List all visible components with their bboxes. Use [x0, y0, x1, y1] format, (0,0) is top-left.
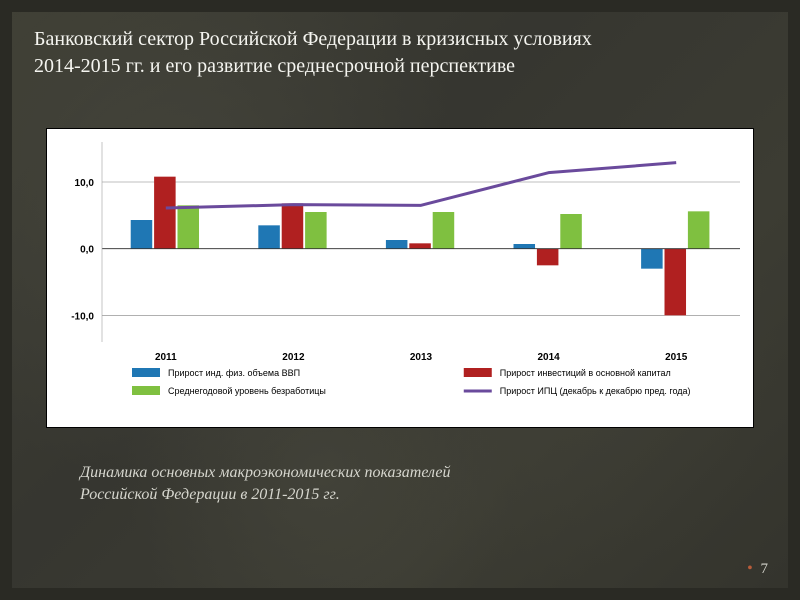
legend-swatch-unemp: [132, 386, 160, 395]
legend-swatch-gdp: [132, 368, 160, 377]
legend-label-gdp: Прирост инд. физ. объема ВВП: [168, 368, 300, 378]
bar-inv-2014: [537, 249, 559, 266]
bar-unemp-2014: [560, 214, 582, 249]
line-cpi: [166, 163, 676, 208]
legend-swatch-inv: [464, 368, 492, 377]
chart-svg: -10,0 0,0 10,0 2011 2012 2013 2014 2015 Прирост …: [46, 128, 754, 428]
bar-gdp-2013: [386, 240, 408, 249]
svg-text:10,0: 10,0: [75, 178, 95, 189]
svg-text:0,0: 0,0: [80, 245, 94, 256]
x-label-2015: 2015: [665, 352, 688, 363]
chart-panel: -10,0 0,0 10,0 2011 2012 2013 2014 2015 Прирост …: [46, 128, 754, 428]
x-label-2014: 2014: [537, 352, 560, 363]
bar-unemp-2015: [688, 211, 710, 248]
page-number-value: 7: [761, 561, 769, 577]
bar-inv-2013: [409, 243, 431, 248]
bar-gdp-2015: [641, 249, 663, 269]
slide-title: Банковский сектор Российской Федерации в…: [34, 26, 766, 80]
bar-unemp-2011: [177, 205, 199, 248]
bar-unemp-2012: [305, 212, 327, 249]
bar-inv-2012: [282, 203, 304, 248]
x-label-2012: 2012: [282, 352, 305, 363]
legend-label-inv: Прирост инвестиций в основной капитал: [500, 368, 671, 378]
bar-gdp-2011: [131, 220, 153, 249]
caption-line-2: Российской Федерации в 2011-2015 гг.: [80, 486, 340, 503]
chart-caption: Динамика основных макроэкономических пок…: [80, 462, 720, 507]
bar-gdp-2012: [258, 225, 280, 248]
title-line-1: Банковский сектор Российской Федерации в…: [34, 28, 592, 50]
legend-label-unemp: Среднегодовой уровень безработицы: [168, 386, 326, 396]
legend-label-cpi: Прирост ИПЦ (декабрь к декабрю пред. год…: [500, 386, 691, 396]
title-line-2: 2014-2015 гг. и его развитие среднесрочн…: [34, 55, 515, 77]
bar-inv-2011: [154, 177, 176, 249]
svg-text:-10,0: -10,0: [71, 311, 94, 322]
x-label-2011: 2011: [155, 352, 177, 363]
bar-inv-2015: [665, 249, 687, 316]
caption-line-1: Динамика основных макроэкономических пок…: [80, 464, 451, 481]
page-number: 7: [747, 560, 768, 578]
x-label-2013: 2013: [410, 352, 433, 363]
bar-gdp-2014: [514, 244, 536, 249]
bar-unemp-2013: [433, 212, 455, 249]
